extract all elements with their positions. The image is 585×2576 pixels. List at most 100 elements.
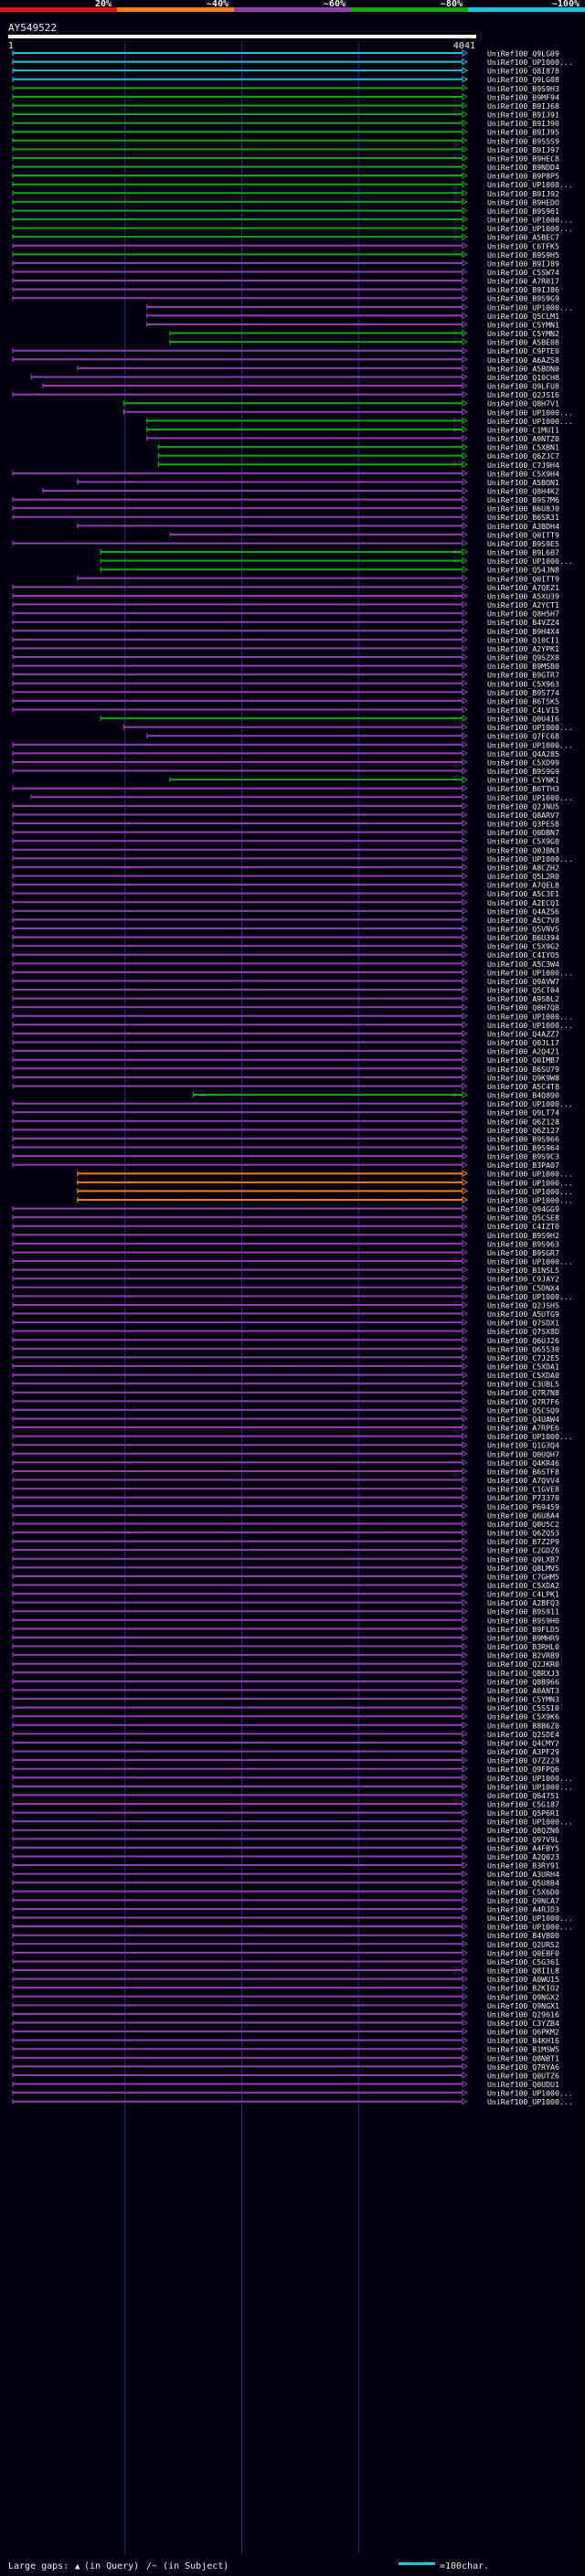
hit-label[interactable]: UniRef100_A9SBL2 (487, 994, 559, 1003)
hit-row[interactable]: UniRef100_Q4CMY2 (12, 1738, 559, 1747)
hit-row[interactable]: UniRef100_Q6ZQ53 (12, 1529, 559, 1538)
hit-label[interactable]: UniRef100_A7QEZ1 (487, 583, 559, 592)
hit-row[interactable]: UniRef100_A7R017 (12, 277, 559, 286)
hit-row[interactable]: UniRef100_C5X963 (12, 679, 559, 688)
hit-row[interactable]: UniRef100_C5YMN3 (12, 1695, 559, 1704)
hit-row[interactable]: UniRef100_Q5CSQ9 (12, 1405, 559, 1415)
hit-row[interactable]: UniRef100_UP1000... (12, 58, 573, 67)
hit-label[interactable]: UniRef100_B9S9G9 (487, 294, 559, 303)
hit-label[interactable]: UniRef100_A7RPE6 (487, 1424, 559, 1433)
hit-label[interactable]: UniRef100_B9S911 (487, 1607, 559, 1617)
hit-row[interactable]: UniRef100_A0WU15 (12, 1975, 559, 1984)
hit-label[interactable]: UniRef100_B9S964 (487, 1143, 559, 1152)
hit-label[interactable]: UniRef100_B9S966 (487, 1134, 559, 1143)
hit-row[interactable]: UniRef100_Q5P6R1 (12, 1808, 559, 1818)
hit-row[interactable]: UniRef100_B4KH16 (12, 2036, 559, 2045)
hit-label[interactable]: UniRef100_B9IJ90 (487, 119, 559, 128)
hit-row[interactable]: UniRef100_A7QEL8 (12, 881, 559, 890)
hit-row[interactable]: UniRef100_UP1000... (12, 1923, 573, 1932)
hit-row[interactable]: UniRef100_Q0IMB7 (12, 1055, 559, 1065)
hit-row[interactable]: UniRef100_Q6UJ26 (12, 1336, 559, 1345)
hit-label[interactable]: UniRef100_Q8ARV7 (487, 811, 559, 820)
hit-row[interactable]: UniRef100_A6AZS8 (12, 355, 559, 365)
hit-row[interactable]: UniRef100_Q6U8A4 (12, 1511, 559, 1520)
hit-label[interactable]: UniRef100_B4VZZ4 (487, 618, 559, 627)
hit-row[interactable]: UniRef100_Q6Z127 (12, 1126, 559, 1135)
hit-label[interactable]: UniRef100_C5X9K6 (487, 1712, 559, 1722)
hit-label[interactable]: UniRef100_B9S9H2 (487, 1231, 559, 1240)
hit-row[interactable]: UniRef100_B9FLD5 (12, 1625, 559, 1634)
hit-row[interactable]: UniRef100_A5BON0 (77, 364, 559, 373)
hit-row[interactable]: UniRef100_Q0ITT9 (77, 574, 559, 583)
hit-row[interactable]: UniRef100_C5XBN1 (157, 443, 559, 452)
hit-label[interactable]: UniRef100_UP1000... (487, 1195, 573, 1204)
hit-row[interactable]: UniRef100_B6U394 (12, 933, 559, 942)
hit-row[interactable]: UniRef100_UP1000... (100, 557, 573, 566)
hit-row[interactable]: UniRef100_UP1000... (12, 2097, 573, 2106)
hit-label[interactable]: UniRef100_UP1000... (487, 1187, 573, 1196)
hit-label[interactable]: UniRef100_C7J9H4 (487, 461, 559, 470)
hit-row[interactable]: UniRef100_Q0UQH7 (12, 1449, 559, 1458)
hit-label[interactable]: UniRef100_Q5CSQ9 (487, 1405, 559, 1415)
hit-row[interactable]: UniRef100_C7GHM5 (12, 1572, 559, 1581)
hit-row[interactable]: UniRef100_Q8IIL8 (12, 1966, 559, 1976)
hit-row[interactable]: UniRef100_C4IYO5 (12, 950, 559, 959)
hit-label[interactable]: UniRef100_C5XBN1 (487, 443, 559, 452)
hit-label[interactable]: UniRef100_B9S9H5 (487, 250, 559, 260)
hit-row[interactable]: UniRef100_B9S963 (12, 1239, 559, 1248)
hit-label[interactable]: UniRef100_C1MUI1 (487, 425, 559, 434)
hit-row[interactable]: UniRef100_B9S9H0 (12, 1616, 559, 1625)
hit-label[interactable]: UniRef100_Q2JKR0 (487, 1659, 559, 1669)
hit-label[interactable]: UniRef100_A2ECQ1 (487, 898, 559, 907)
hit-label[interactable]: UniRef100_A2YPK1 (487, 644, 559, 653)
hit-label[interactable]: UniRef100_C1GVE8 (487, 1485, 559, 1494)
hit-label[interactable]: UniRef100_Q0U4I6 (487, 715, 559, 724)
hit-row[interactable]: UniRef100_P69459 (12, 1502, 559, 1511)
hit-label[interactable]: UniRef100_Q1G3Q4 (487, 1441, 559, 1450)
hit-row[interactable]: UniRef100_Q9LFU8 (42, 382, 559, 391)
hit-label[interactable]: UniRef100_Q9LT74 (487, 1108, 559, 1118)
hit-row[interactable]: UniRef100_Q7SDX1 (12, 1319, 559, 1328)
hit-row[interactable]: UniRef100_Q7R7F6 (12, 1397, 559, 1406)
hit-label[interactable]: UniRef100_A5C3W4 (487, 959, 559, 969)
hit-row[interactable]: UniRef100_C5G361 (12, 1957, 559, 1966)
hit-row[interactable]: UniRef100_A0ANT3 (12, 1686, 559, 1695)
hit-row[interactable]: UniRef100_Q54JN8 (100, 566, 559, 575)
hit-row[interactable]: UniRef100_UP1000... (12, 216, 573, 225)
hit-row[interactable]: UniRef100_B2KIO2 (12, 1984, 559, 1993)
hit-label[interactable]: UniRef100_A7R017 (487, 277, 559, 286)
hit-label[interactable]: UniRef100_B6STF8 (487, 1467, 559, 1476)
hit-label[interactable]: UniRef100_A3URH4 (487, 1870, 559, 1879)
hit-row[interactable]: UniRef100_Q7FC68 (146, 732, 559, 741)
hit-row[interactable]: UniRef100_B3PA07 (12, 1161, 559, 1170)
hit-row[interactable]: UniRef100_A2ECQ1 (12, 898, 559, 907)
hit-row[interactable]: UniRef100_Q4AZ56 (12, 906, 559, 916)
hit-label[interactable]: UniRef100_B6SR31 (487, 513, 559, 522)
hit-label[interactable]: UniRef100_B9IJ97 (487, 145, 559, 154)
hit-label[interactable]: UniRef100_Q94GG9 (487, 1204, 559, 1214)
hit-row[interactable]: UniRef100_A5BON1 (77, 478, 559, 487)
hit-label[interactable]: UniRef100_Q0JL17 (487, 1038, 559, 1047)
hit-label[interactable]: UniRef100_C5SSI0 (487, 1703, 559, 1712)
hit-label[interactable]: UniRef100_B9HEC8 (487, 154, 559, 163)
hit-label[interactable]: UniRef100_UP1000... (487, 58, 573, 67)
hit-label[interactable]: UniRef100_Q8LMV5 (487, 1564, 559, 1573)
hit-row[interactable]: UniRef100_Q0JL17 (12, 1038, 559, 1047)
hit-label[interactable]: UniRef100_B9IJ86 (487, 285, 559, 294)
hit-row[interactable]: UniRef100_B9S964 (12, 1143, 559, 1152)
hit-row[interactable]: UniRef100_UP1000... (12, 740, 573, 749)
hit-row[interactable]: UniRef100_UP1000... (77, 1187, 573, 1196)
hit-row[interactable]: UniRef100_C5X9G2 (12, 942, 559, 951)
hit-row[interactable]: UniRef100_B4VB00 (12, 1931, 559, 1940)
hit-row[interactable]: UniRef100_A4RJD3 (12, 1904, 559, 1913)
hit-row[interactable]: UniRef100_UP1000... (12, 180, 573, 189)
hit-label[interactable]: UniRef100_B9S5S9 (487, 136, 559, 145)
hit-row[interactable]: UniRef100_B9HEDO (12, 197, 559, 207)
hit-label[interactable]: UniRef100_B6T5K5 (487, 696, 559, 705)
hit-label[interactable]: UniRef100_B9IJ91 (487, 111, 559, 120)
hit-label[interactable]: UniRef100_Q7R7N8 (487, 1388, 559, 1397)
hit-row[interactable]: UniRef100_B9IJ91 (12, 111, 559, 120)
hit-row[interactable]: UniRef100_UP1000... (12, 1257, 573, 1267)
hit-label[interactable]: UniRef100_Q5VNV5 (487, 925, 559, 934)
hit-label[interactable]: UniRef100_Q5CLM1 (487, 312, 559, 321)
